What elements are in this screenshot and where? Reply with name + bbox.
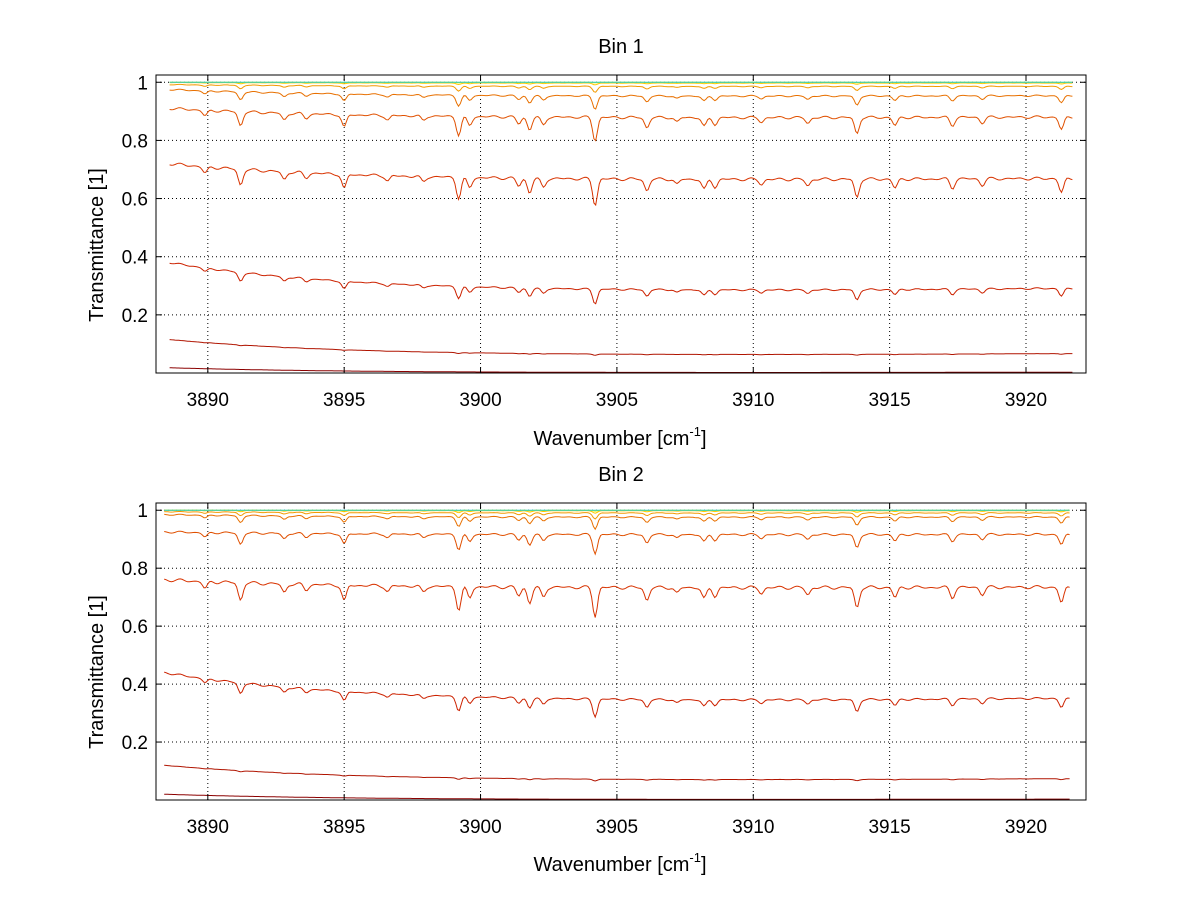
series-line	[169, 83, 1073, 93]
subplot-bin-2: Bin 2 3890 3895 3900 3905 3910 3915 3920 0.2 0.4…	[86, 464, 1087, 876]
series-line	[169, 107, 1073, 142]
x-tick-label: 3920	[1005, 817, 1047, 838]
tick-labels: 3890 3895 3900 3905 3910 3915 3920 0.2 0.4 0.6 0.8…	[122, 73, 1086, 411]
x-tick-label: 3890	[187, 817, 229, 838]
series-line	[164, 530, 1070, 556]
y-tick-label: 0.4	[122, 675, 149, 696]
y-tick-label: 0.4	[122, 248, 149, 269]
axes-frame	[155, 74, 1087, 374]
x-tick-label: 3900	[459, 390, 501, 411]
series-line	[164, 671, 1070, 719]
x-tick-label: 3915	[868, 817, 910, 838]
series-line	[169, 367, 1073, 373]
y-axis-label: Transmittance [1]	[86, 168, 108, 322]
x-tick-label: 3895	[323, 390, 365, 411]
axes-frame	[155, 502, 1087, 801]
x-tick-label: 3905	[596, 817, 638, 838]
x-axis-label: Wavenumber [cm-1]	[533, 850, 706, 876]
y-axis-label: Transmittance [1]	[86, 595, 108, 749]
series-line	[169, 82, 1073, 86]
chart-title: Bin 2	[598, 464, 644, 486]
series-line	[169, 262, 1073, 305]
x-axis-label: Wavenumber [cm-1]	[533, 424, 706, 450]
x-tick-label: 3915	[868, 390, 910, 411]
y-tick-label: 0.6	[122, 190, 148, 211]
y-tick-label: 1	[137, 501, 148, 522]
series-line	[169, 339, 1073, 356]
x-tick-label: 3920	[1005, 390, 1047, 411]
y-tick-label: 0.2	[122, 306, 148, 327]
y-tick-label: 0.8	[122, 559, 148, 580]
y-tick-label: 0.6	[122, 617, 148, 638]
tick-labels: 3890 3895 3900 3905 3910 3915 3920 0.2 0.4 0.6 0.8…	[122, 501, 1086, 838]
y-tick-label: 0.8	[122, 131, 148, 152]
series-line	[164, 764, 1070, 782]
y-tick-label: 1	[137, 73, 148, 94]
series-lines	[169, 81, 1073, 373]
x-tick-label: 3890	[187, 390, 229, 411]
x-tick-label: 3895	[323, 817, 365, 838]
x-tick-label: 3910	[732, 390, 774, 411]
subplot-bin-1: Bin 1 3890 3895 3900 3905 3910 3915 3920 0.2 0.4…	[86, 36, 1087, 450]
x-tick-label: 3905	[596, 390, 638, 411]
series-line	[164, 513, 1070, 531]
series-line	[164, 578, 1070, 618]
series-line	[169, 162, 1073, 207]
x-tick-label: 3910	[732, 817, 774, 838]
chart-title: Bin 1	[598, 36, 644, 58]
series-line	[164, 511, 1070, 520]
y-tick-label: 0.2	[122, 733, 148, 754]
x-tick-label: 3900	[459, 817, 501, 838]
series-line	[169, 88, 1073, 110]
